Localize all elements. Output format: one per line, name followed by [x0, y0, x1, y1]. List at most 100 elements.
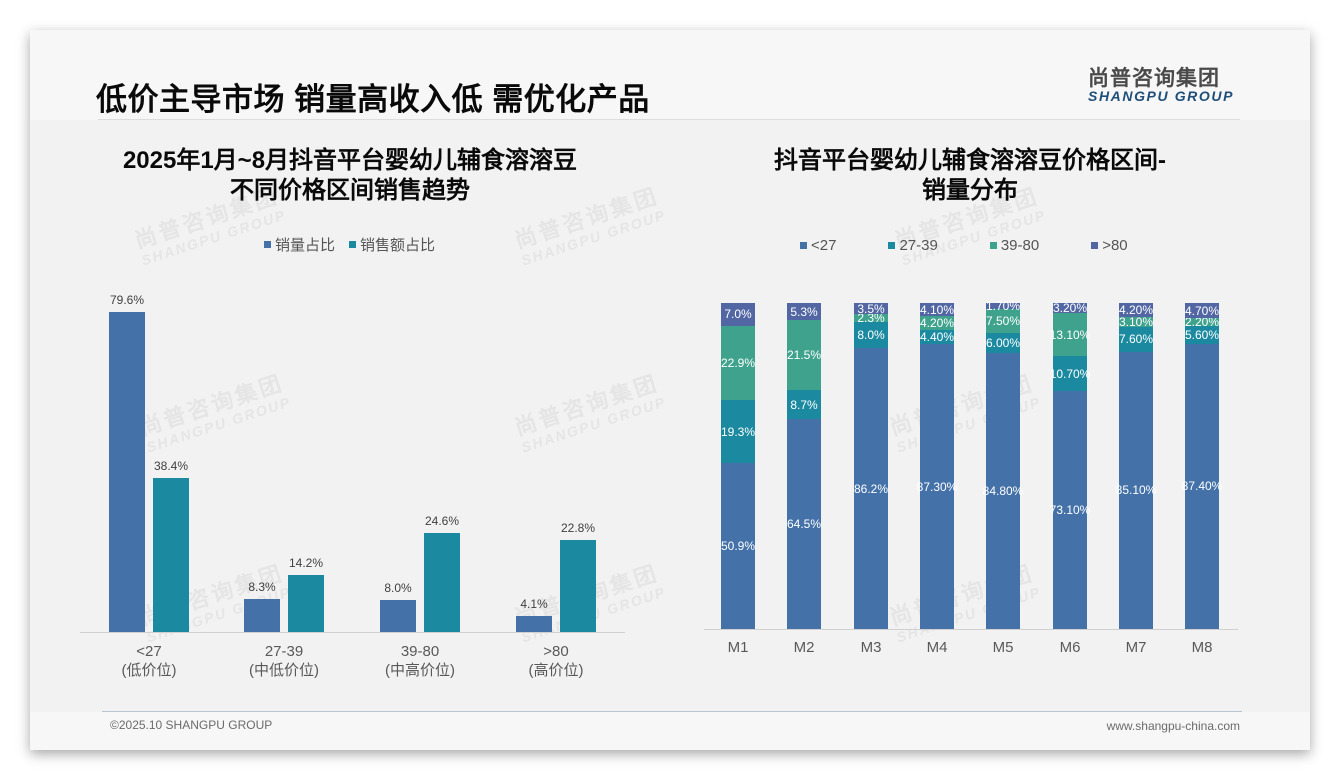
legend-label: 销量占比 — [275, 237, 336, 254]
left-chart-title: 2025年1月~8月抖音平台婴幼儿辅食溶溶豆 不同价格区间销售趋势 — [70, 146, 630, 206]
bar-value-label: 8.3% — [248, 580, 276, 594]
category-tier: (高价位) — [528, 662, 584, 679]
legend-item-volume: 销量占比 — [264, 234, 335, 255]
segment-value-label: 87.30% — [916, 479, 958, 494]
segment-value-label: 86.2% — [853, 481, 889, 496]
segment-value-label: 8.0% — [857, 327, 885, 342]
legend-swatch — [264, 241, 271, 248]
footer-band — [30, 712, 1310, 750]
segment-value-label: 5.60% — [1184, 327, 1220, 342]
x-axis-month-label: M4 — [926, 639, 948, 656]
stacked-segment — [1185, 303, 1219, 319]
stacked-segment — [920, 344, 954, 629]
bar-value-label: 79.6% — [109, 293, 145, 307]
stacked-segment — [1185, 325, 1219, 344]
x-axis-category-label: 39-80 (中高价位) — [360, 642, 480, 680]
stacked-bar: 86.2% 8.0% 2.3% 3.5% — [854, 302, 888, 629]
legend-label: >80 — [1102, 237, 1128, 254]
legend-swatch — [800, 242, 807, 249]
x-axis-month-label: M5 — [992, 639, 1014, 656]
stacked-segment — [721, 463, 755, 629]
bar-volume-share — [244, 599, 280, 632]
legend-label: <27 — [811, 237, 837, 254]
stacked-segment — [854, 303, 888, 315]
stacked-bar: 87.40% 5.60% 2.20% 4.70% — [1182, 303, 1222, 629]
bar-value-label: 22.8% — [560, 521, 596, 535]
bar-value-label: 38.4% — [153, 459, 189, 473]
bar-volume-share — [109, 312, 145, 632]
x-axis-month-label: M6 — [1059, 639, 1081, 656]
segment-value-label: 5.3% — [790, 304, 818, 319]
category-range: <27 — [136, 643, 162, 660]
stacked-bar: 84.80% 6.00% 7.50% 1.70% — [983, 299, 1023, 629]
x-axis-month-label: M3 — [860, 639, 882, 656]
segment-value-label: 3.20% — [1052, 301, 1088, 316]
x-axis-month-label: M8 — [1191, 639, 1213, 656]
stacked-segment — [854, 348, 888, 629]
bar-sales-share — [560, 540, 596, 632]
bar-value-label: 24.6% — [424, 514, 460, 528]
stacked-segment — [920, 303, 954, 317]
x-axis-category-label: 27-39 (中低价位) — [224, 642, 344, 680]
stacked-segment — [920, 330, 954, 345]
bar-volume-share — [380, 600, 416, 632]
logo-chinese: 尚普咨询集团 — [1088, 67, 1220, 90]
x-axis-month-label: M2 — [793, 639, 815, 656]
stacked-bar: 50.9% 19.3% 22.9% 7.0% — [721, 303, 755, 629]
segment-value-label: 8.7% — [790, 397, 818, 412]
stacked-segment — [1053, 313, 1087, 357]
legend-swatch — [349, 241, 357, 248]
stacked-segment — [721, 400, 755, 464]
left-chart-legend: 销量占比 销售额占比 — [264, 234, 449, 255]
segment-value-label: 19.3% — [720, 424, 756, 439]
category-range: 27-39 — [264, 643, 304, 660]
stacked-segment — [1119, 303, 1153, 317]
legend-item-gt80: >80 — [1091, 237, 1128, 254]
segment-value-label: 3.10% — [1118, 314, 1154, 329]
legend-label: 销售额占比 — [360, 237, 436, 254]
segment-value-label: 2.3% — [857, 311, 885, 326]
header-band — [30, 30, 1310, 120]
legend-item-lt27: <27 — [800, 237, 836, 254]
left-chart-title-line1: 2025年1月~8月抖音平台婴幼儿辅食溶溶豆 — [122, 147, 578, 174]
stacked-segment — [787, 320, 821, 391]
segment-value-label: 4.70% — [1184, 303, 1220, 318]
stacked-segment — [1119, 326, 1153, 352]
stacked-segment — [1185, 343, 1219, 629]
right-chart-title: 抖音平台婴幼儿辅食溶溶豆价格区间- 销量分布 — [720, 146, 1220, 206]
segment-value-label: 13.10% — [1049, 327, 1091, 342]
x-axis-month-label: M7 — [1125, 639, 1147, 656]
legend-item-27-39: 27-39 — [888, 237, 938, 254]
footer-website[interactable]: www.shangpu-china.com — [1106, 719, 1240, 733]
category-range: >80 — [543, 643, 569, 660]
bar-sales-share — [288, 575, 324, 632]
right-chart-legend: <27 27-39 39-80 >80 — [800, 237, 1142, 254]
left-chart-x-axis — [80, 632, 625, 633]
bar-sales-share — [153, 478, 189, 632]
segment-value-label: 4.20% — [1118, 302, 1154, 317]
stacked-segment — [787, 390, 821, 419]
stacked-segment — [787, 303, 821, 321]
stacked-segment — [920, 316, 954, 331]
segment-value-label: 64.5% — [786, 516, 822, 531]
segment-value-label: 21.5% — [786, 348, 822, 363]
segment-value-label: 87.40% — [1181, 479, 1223, 494]
stacked-segment — [787, 418, 821, 629]
segment-value-label: 4.20% — [919, 316, 955, 331]
segment-value-label: 6.00% — [985, 335, 1021, 350]
legend-swatch — [888, 242, 896, 249]
stacked-segment — [721, 325, 755, 401]
segment-value-label: 10.70% — [1049, 366, 1091, 381]
segment-value-label: 7.0% — [724, 307, 752, 322]
footer-divider — [102, 711, 1242, 712]
stacked-segment — [1053, 356, 1087, 391]
bar-sales-share — [424, 533, 460, 632]
category-range: 39-80 — [400, 643, 440, 660]
stacked-segment — [1053, 390, 1087, 629]
category-tier: (中高价位) — [385, 662, 455, 679]
bar-volume-share — [516, 616, 552, 632]
legend-item-sales: 销售额占比 — [349, 234, 435, 255]
